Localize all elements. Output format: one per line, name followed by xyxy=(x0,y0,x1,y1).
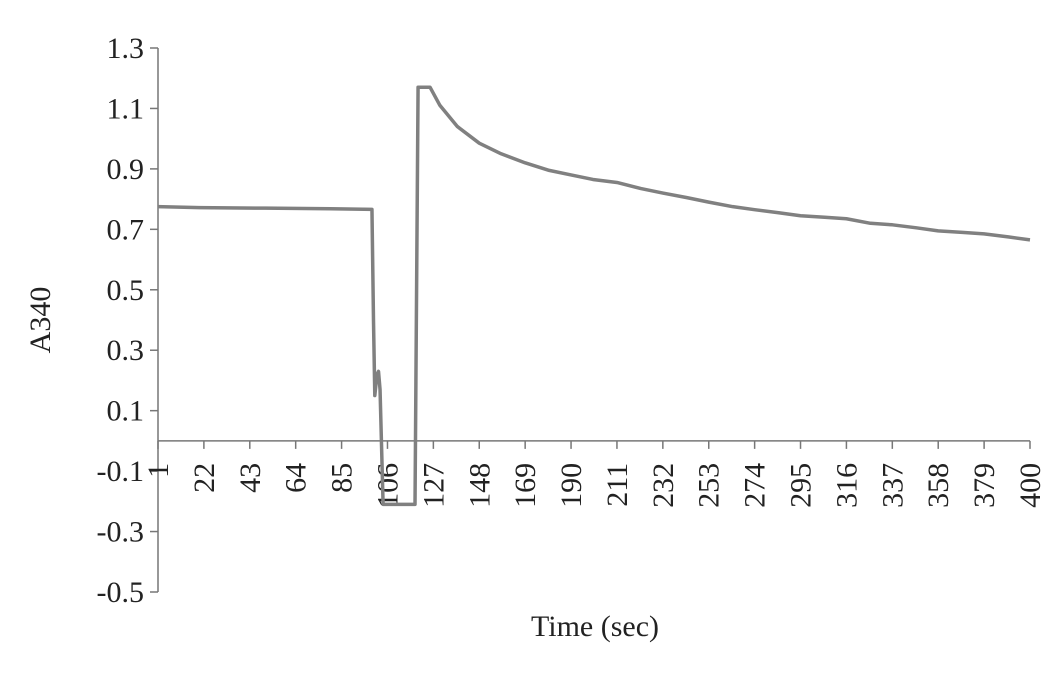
x-tick-label: 148 xyxy=(463,463,496,508)
x-tick-label: 106 xyxy=(371,463,404,508)
y-tick-label: 0.3 xyxy=(107,334,145,367)
x-tick-label: 358 xyxy=(922,463,955,508)
y-tick-label: 1.1 xyxy=(107,92,145,125)
y-axis-label: A340 xyxy=(24,287,57,354)
x-tick-label: 190 xyxy=(555,463,588,508)
x-tick-label: 274 xyxy=(739,463,772,508)
x-tick-label: 400 xyxy=(1014,463,1047,508)
x-tick-label: 379 xyxy=(968,463,1001,508)
y-tick-label: 0.1 xyxy=(107,395,145,428)
y-tick-label: -0.3 xyxy=(97,516,145,549)
x-tick-label: 211 xyxy=(601,463,634,507)
x-tick-label: 22 xyxy=(188,463,221,493)
x-axis-label: Time (sec) xyxy=(531,610,659,643)
x-tick-label: 64 xyxy=(280,463,313,493)
y-tick-label: -0.1 xyxy=(97,455,145,488)
x-tick-label: 169 xyxy=(509,463,542,508)
y-tick-label: 0.5 xyxy=(107,274,145,307)
x-tick-label: 316 xyxy=(830,463,863,508)
x-tick-label: 127 xyxy=(417,463,450,508)
x-tick-label: 85 xyxy=(326,463,359,493)
y-tick-label: 1.3 xyxy=(107,32,145,65)
x-tick-label: 337 xyxy=(876,463,909,508)
x-tick-label: 253 xyxy=(693,463,726,508)
y-tick-label: -0.5 xyxy=(97,576,145,609)
y-tick-label: 0.9 xyxy=(107,153,145,186)
x-tick-label: 1 xyxy=(142,463,175,478)
data-line xyxy=(157,85,1031,507)
x-tick-label: 43 xyxy=(234,463,267,493)
x-tick-label: 295 xyxy=(785,463,818,508)
y-tick-label: 0.7 xyxy=(107,213,145,246)
x-tick-label: 232 xyxy=(647,463,680,508)
